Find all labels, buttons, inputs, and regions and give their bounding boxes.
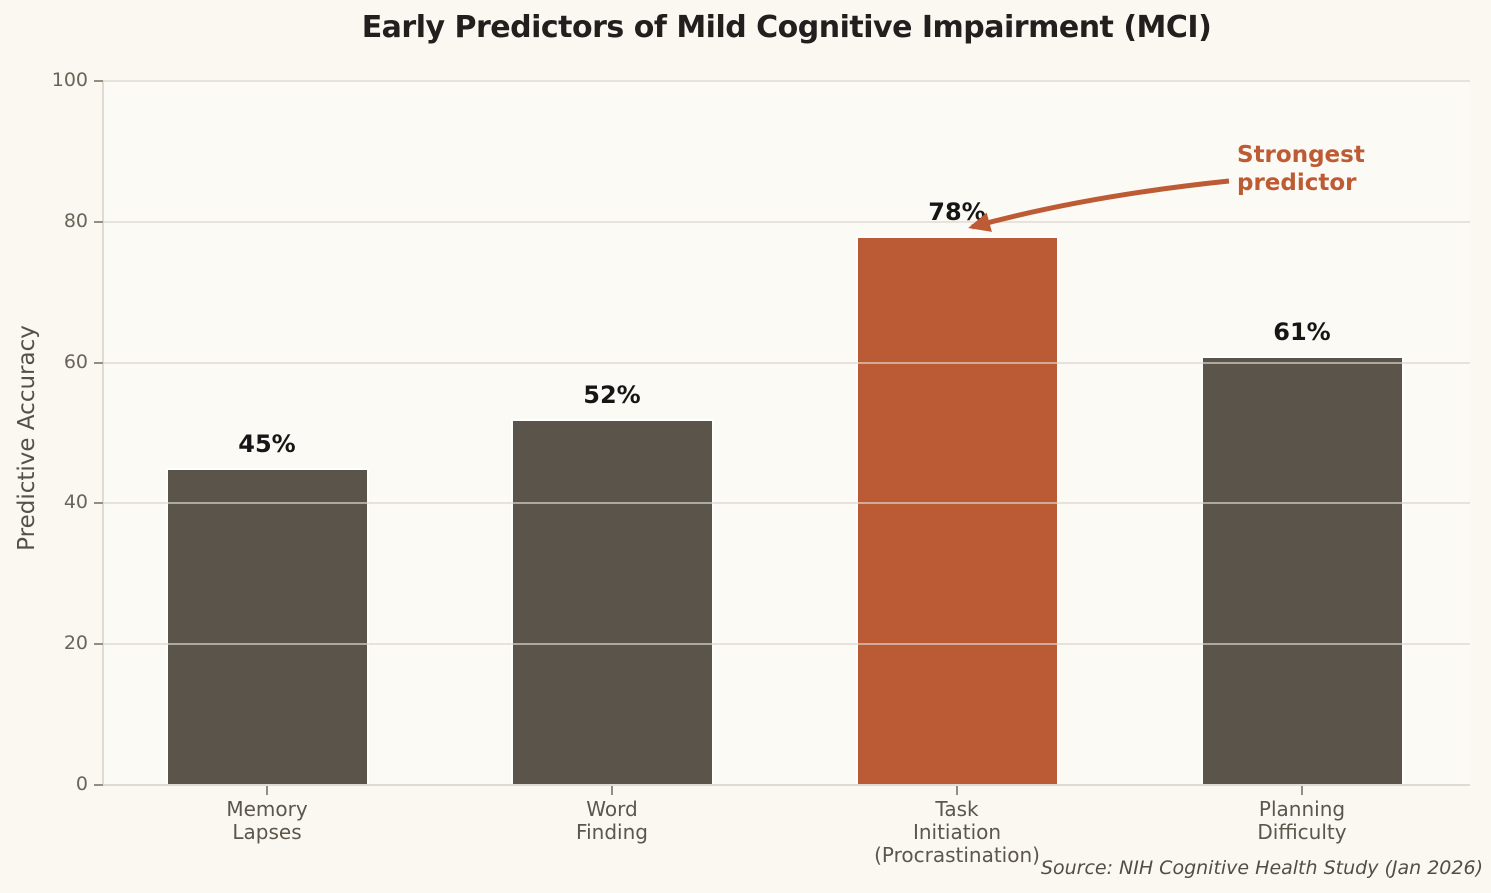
x-tick-mark-4 <box>1301 786 1303 795</box>
y-tick-mark-60 <box>94 361 103 364</box>
y-tick-label-80: 80 <box>63 209 88 232</box>
y-tick-label-40: 40 <box>63 491 88 514</box>
y-tick-mark-20 <box>94 643 103 646</box>
value-label-3: 78% <box>928 197 986 226</box>
x-axis-spine <box>102 784 1470 786</box>
y-axis-title-text: Predictive Accuracy <box>14 325 40 551</box>
annotation-line-2: predictor <box>1237 170 1357 196</box>
source-note: Source: NIH Cognitive Health Study (Jan … <box>1040 857 1483 879</box>
annotation-label: Strongest predictor <box>1237 141 1365 197</box>
x-tick-label-4: Planning Difficulty <box>1257 797 1347 844</box>
x-tick-mark-2 <box>611 786 613 795</box>
bar-4 <box>1200 355 1404 785</box>
value-label-2: 52% <box>583 380 641 409</box>
gridline-20 <box>103 643 1470 646</box>
y-tick-label-0: 0 <box>75 773 88 795</box>
x-tick-mark-3 <box>956 786 958 795</box>
x-tick-label-2: Word Finding <box>576 797 648 844</box>
gridline-40 <box>103 502 1470 505</box>
annotation-line-1: Strongest <box>1237 142 1365 168</box>
gridline-60 <box>103 361 1470 364</box>
bar-1 <box>165 468 369 785</box>
value-label-1: 45% <box>238 430 296 459</box>
value-label-4: 61% <box>1273 317 1331 346</box>
y-tick-label-60: 60 <box>63 350 88 373</box>
y-axis-spine <box>102 81 104 786</box>
x-tick-label-1: Memory Lapses <box>226 797 308 844</box>
x-tick-label-3: Task Initiation (Procrastination) <box>874 797 1040 867</box>
bar-highlighted-3 <box>855 235 1059 785</box>
gridline-100 <box>103 80 1470 82</box>
chart-title: Early Predictors of Mild Cognitive Impai… <box>361 10 1212 45</box>
y-tick-mark-40 <box>94 502 103 505</box>
gridline-80 <box>103 220 1470 223</box>
y-tick-mark-100 <box>94 80 103 82</box>
x-tick-mark-1 <box>266 786 268 795</box>
y-tick-mark-0 <box>94 784 103 786</box>
y-tick-label-100: 100 <box>51 69 88 91</box>
bar-2 <box>510 418 714 785</box>
y-tick-label-20: 20 <box>63 632 88 655</box>
y-tick-mark-80 <box>94 220 103 223</box>
